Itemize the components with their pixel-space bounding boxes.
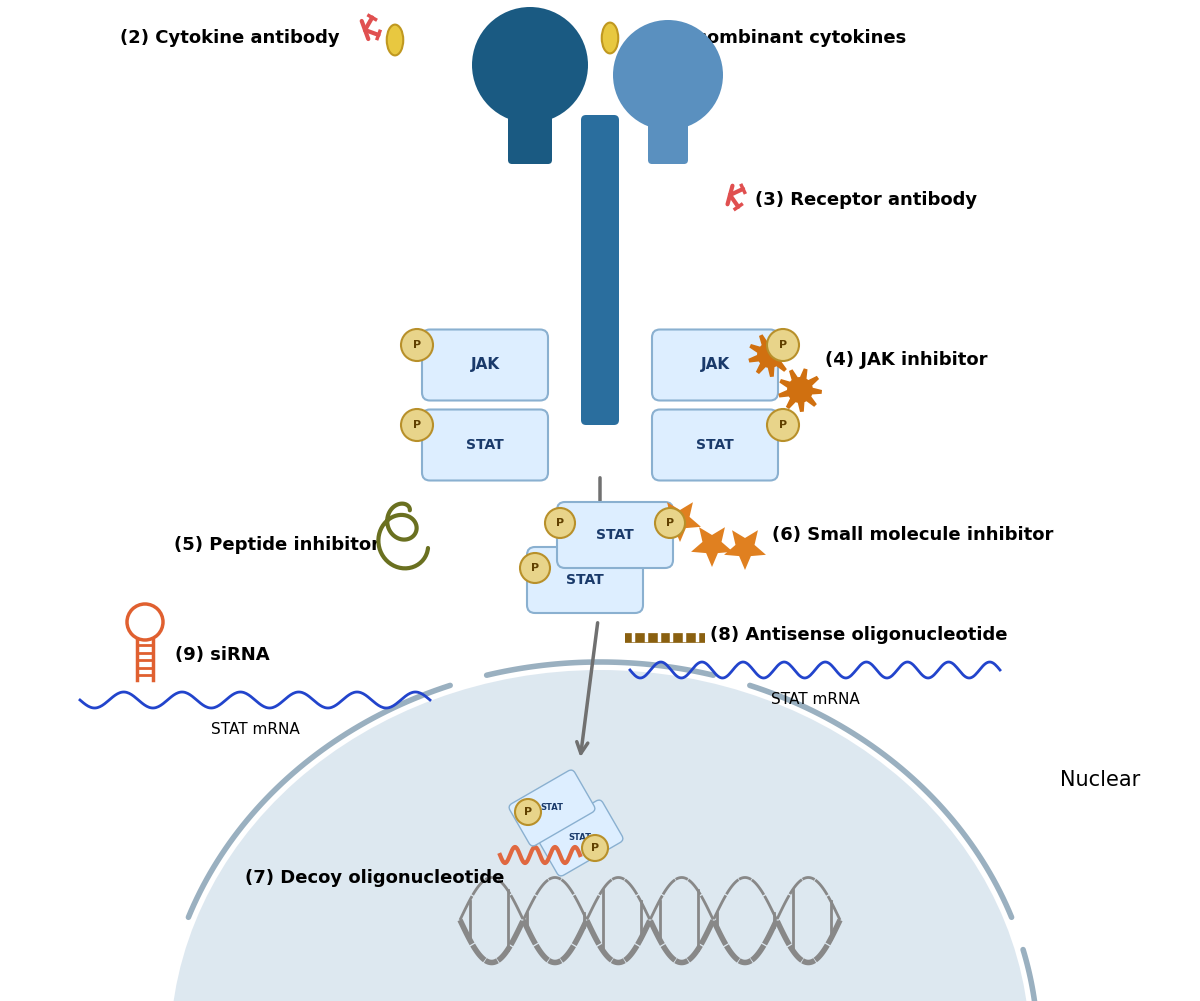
Circle shape [545,508,575,538]
Text: (2) Cytokine antibody: (2) Cytokine antibody [120,29,340,47]
Text: P: P [413,420,421,430]
Ellipse shape [170,670,1030,1001]
Circle shape [655,508,685,538]
Text: Nuclear: Nuclear [1060,770,1140,790]
Circle shape [613,20,722,130]
Text: P: P [556,518,564,528]
Text: (3) Receptor antibody: (3) Receptor antibody [755,191,977,209]
Text: P: P [779,340,787,350]
Circle shape [793,383,806,396]
Text: (8) Antisense oligonucleotide: (8) Antisense oligonucleotide [710,626,1008,644]
Polygon shape [691,528,733,567]
FancyBboxPatch shape [538,800,623,876]
Text: STAT: STAT [466,438,504,452]
Text: (6) Small molecule inhibitor: (6) Small molecule inhibitor [772,526,1054,544]
Text: P: P [413,340,421,350]
Text: STAT: STAT [566,573,604,587]
Circle shape [767,329,799,361]
Text: P: P [590,843,599,853]
Text: (9) siRNA: (9) siRNA [175,646,270,664]
Circle shape [401,409,433,441]
Polygon shape [659,503,701,542]
Circle shape [763,348,776,361]
Text: STAT: STAT [540,804,564,813]
Text: STAT: STAT [596,528,634,542]
FancyBboxPatch shape [652,409,778,480]
FancyBboxPatch shape [557,502,673,568]
Text: P: P [779,420,787,430]
FancyBboxPatch shape [581,115,619,425]
Text: JAK: JAK [470,357,499,372]
Ellipse shape [601,23,618,53]
Text: P: P [666,518,674,528]
FancyBboxPatch shape [652,329,778,400]
Polygon shape [749,333,792,377]
Polygon shape [779,368,822,412]
Text: (1) Recombinant cytokines: (1) Recombinant cytokines [635,29,906,47]
Circle shape [582,835,608,861]
Text: STAT mRNA: STAT mRNA [211,723,299,738]
Text: (5) Peptide inhibitor: (5) Peptide inhibitor [174,536,380,554]
Circle shape [515,799,541,825]
Text: STAT mRNA: STAT mRNA [770,693,859,708]
Text: JAK: JAK [701,357,730,372]
FancyBboxPatch shape [422,409,548,480]
Text: P: P [524,807,532,817]
Text: (4) JAK inhibitor: (4) JAK inhibitor [826,351,988,369]
Ellipse shape [386,25,403,55]
FancyBboxPatch shape [527,547,643,613]
Circle shape [520,553,550,583]
FancyBboxPatch shape [509,770,595,846]
FancyBboxPatch shape [422,329,548,400]
FancyBboxPatch shape [508,96,552,164]
Circle shape [767,409,799,441]
Text: STAT: STAT [696,438,734,452]
Polygon shape [724,531,766,570]
Text: P: P [530,563,539,573]
Circle shape [401,329,433,361]
Circle shape [472,7,588,123]
Text: (7) Decoy oligonucleotide: (7) Decoy oligonucleotide [245,869,504,887]
FancyBboxPatch shape [648,101,688,164]
Text: STAT: STAT [569,834,592,843]
